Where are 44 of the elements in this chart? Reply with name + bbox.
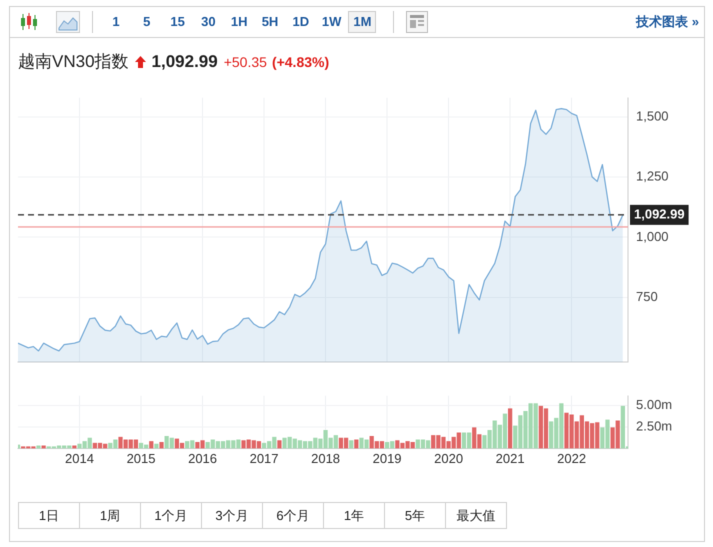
x-tick-label: 2015 xyxy=(126,450,156,466)
text: 1H xyxy=(225,11,254,33)
bar xyxy=(42,445,46,448)
x-tick-label: 2021 xyxy=(496,450,525,466)
x-tick-label: 2020 xyxy=(434,450,464,466)
bar xyxy=(620,406,626,448)
text: +50.35 xyxy=(224,54,267,70)
text: 最大值 xyxy=(445,502,507,529)
bar xyxy=(349,440,354,448)
text: 1,092.99 xyxy=(152,52,218,72)
text: 6个月 xyxy=(262,502,324,529)
text: 3个月 xyxy=(201,502,263,529)
x-tick-label: 2016 xyxy=(188,450,217,466)
x-tick-label: 2022 xyxy=(557,450,586,466)
text: 5H xyxy=(256,11,284,33)
x-tick-label: 2019 xyxy=(372,450,402,466)
text: 1W xyxy=(318,11,346,33)
y-tick-label: 1,250 xyxy=(636,168,669,184)
y-tick-label: 5.00m xyxy=(636,396,672,412)
chart-title: 越南VN30指数 xyxy=(18,51,129,73)
text: 15 xyxy=(164,11,192,33)
bar xyxy=(508,408,512,448)
y-tick-label: 1,000 xyxy=(636,228,669,244)
y-tick-label: 1,500 xyxy=(636,108,669,124)
ref-line-label: 1,092.99 xyxy=(634,206,685,222)
bar xyxy=(354,439,358,448)
text: 5年 xyxy=(384,502,446,529)
y-tick-label: 750 xyxy=(636,288,658,304)
bar xyxy=(149,441,154,448)
text: 1年 xyxy=(323,502,385,529)
x-tick-label: 2014 xyxy=(65,450,94,466)
x-tick-label: 2018 xyxy=(311,450,340,466)
y-tick-label: 2.50m xyxy=(636,418,672,434)
text: 1个月 xyxy=(140,502,202,529)
text: 1周 xyxy=(79,502,141,529)
text: (+4.83%) xyxy=(272,54,330,70)
text: 1日 xyxy=(18,502,80,529)
text: 技术图表 » xyxy=(636,13,699,31)
text: 1 xyxy=(102,11,130,33)
text: 1D xyxy=(286,11,315,33)
text: 1M xyxy=(348,11,376,33)
x-tick-label: 2017 xyxy=(250,450,279,466)
text: 30 xyxy=(194,11,222,33)
text: 5 xyxy=(132,11,161,33)
